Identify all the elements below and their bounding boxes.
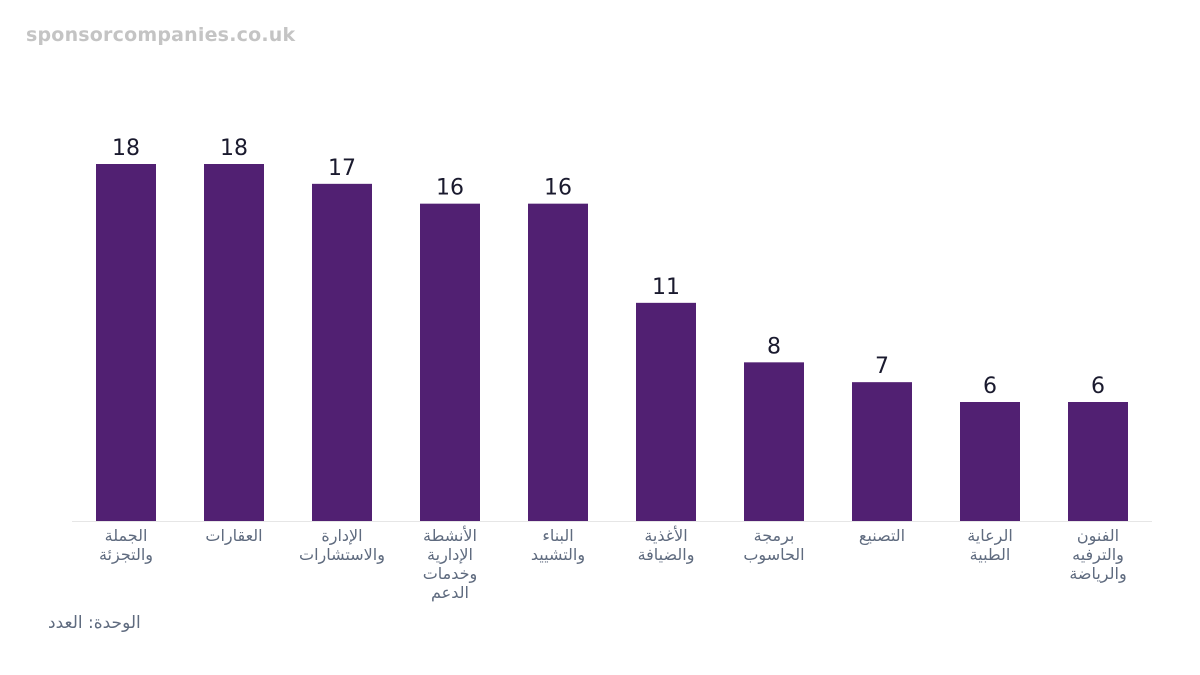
category-label-6: برمجة الحاسوب xyxy=(743,526,804,565)
bars-group xyxy=(96,164,1128,522)
bar-1 xyxy=(204,164,264,521)
category-label-5: الأغذية والضيافة xyxy=(638,525,695,565)
value-label-6: 8 xyxy=(767,334,781,359)
watermark: sponsorcompanies.co.uk xyxy=(26,24,296,46)
bar-8 xyxy=(960,402,1020,521)
category-label-0: الجملة والتجزئة xyxy=(99,526,153,565)
bar-7 xyxy=(852,382,912,521)
category-label-3: الأنشطة الإدارية وخدمات الدعم xyxy=(423,525,478,602)
value-label-5: 11 xyxy=(652,275,680,300)
value-labels-group: 18 18 17 16 16 11 8 7 6 6 xyxy=(112,136,1105,399)
value-label-0: 18 xyxy=(112,136,140,161)
category-label-1: العقارات xyxy=(205,526,262,546)
category-label-4: البناء والتشييد xyxy=(531,526,585,565)
unit-label: الوحدة: العدد xyxy=(48,613,141,633)
category-label-7: التصنيع xyxy=(859,526,905,546)
category-label-8: الرعاية الطبية xyxy=(967,526,1013,564)
value-label-7: 7 xyxy=(875,354,889,379)
value-label-1: 18 xyxy=(220,136,248,161)
bar-4 xyxy=(528,203,588,521)
value-label-4: 16 xyxy=(544,176,572,201)
value-label-3: 16 xyxy=(436,176,464,201)
value-label-9: 6 xyxy=(1091,374,1105,399)
bar-5 xyxy=(636,302,696,521)
category-label-2: الإدارة والاستشارات xyxy=(299,526,385,565)
bar-2 xyxy=(312,183,372,522)
category-labels-group: الجملة والتجزئة العقارات الإدارة والاستشارات… xyxy=(99,525,1127,602)
value-label-8: 6 xyxy=(983,374,997,399)
bar-3 xyxy=(420,203,480,521)
category-label-9: الفنون والترفيه والرياضة xyxy=(1069,526,1126,584)
bar-6 xyxy=(744,362,804,521)
value-label-2: 17 xyxy=(328,156,356,181)
bar-9 xyxy=(1068,402,1128,521)
bar-0 xyxy=(96,164,156,521)
